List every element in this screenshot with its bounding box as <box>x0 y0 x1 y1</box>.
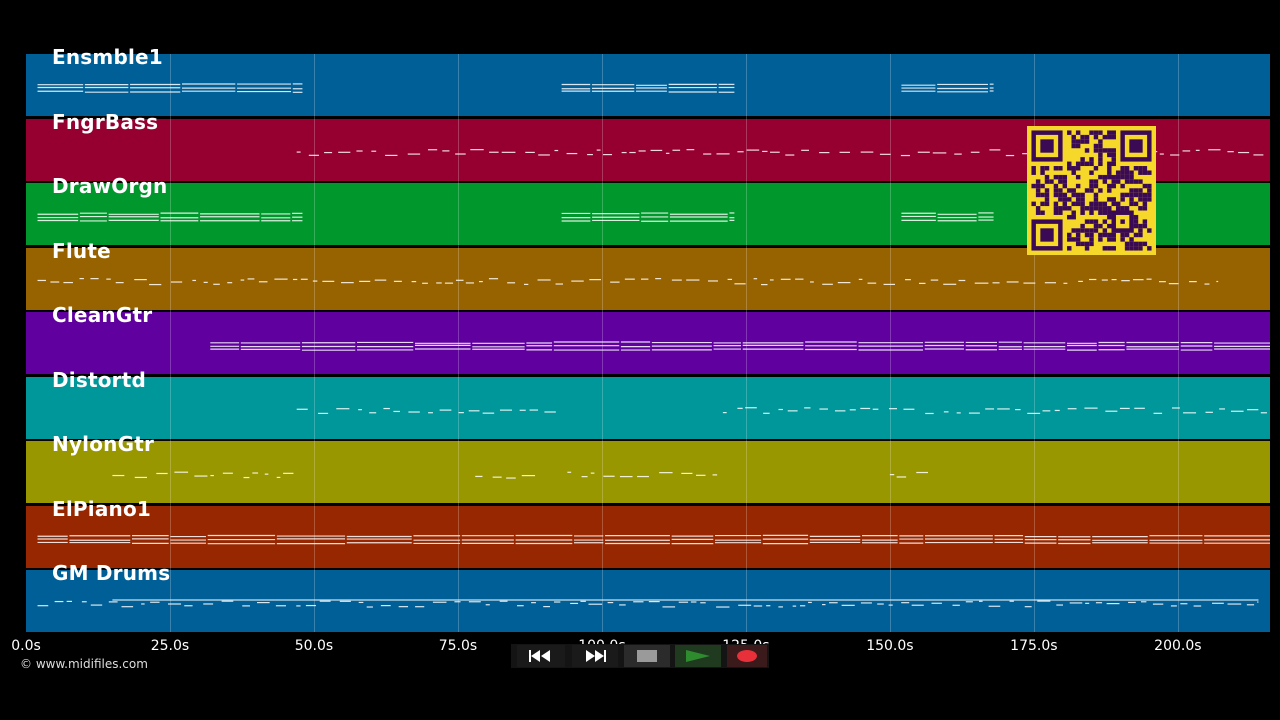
note-segment <box>37 534 1270 545</box>
track-lane-flute: Flute <box>26 239 1270 310</box>
axis-tick-label: 175.0s <box>1010 638 1058 654</box>
stop-button[interactable] <box>624 645 670 667</box>
note-segment <box>475 474 536 479</box>
track-lane-nylongtr: NylonGtr <box>26 432 1270 503</box>
stop-icon <box>637 650 657 662</box>
axis-tick-label: 50.0s <box>294 638 334 654</box>
note-segment <box>561 83 735 93</box>
track-lane-gm-drums: GM Drums <box>26 561 1270 632</box>
fast-forward-button[interactable] <box>572 645 618 667</box>
qr-code <box>1027 126 1156 255</box>
note-segment <box>37 212 303 222</box>
note-segment <box>37 599 1259 608</box>
axis-tick-label: 150.0s <box>866 638 914 654</box>
record-button[interactable] <box>727 645 767 667</box>
track-label: Distortd <box>52 367 147 392</box>
note-segment <box>37 83 303 93</box>
note-segment <box>722 407 1267 415</box>
track-label: ElPiano1 <box>52 496 152 521</box>
transport-controls <box>511 644 769 668</box>
track-label: CleanGtr <box>52 303 153 327</box>
note-segment <box>210 341 1270 351</box>
fast-forward-icon <box>586 650 606 662</box>
track-label: DrawOrgn <box>52 174 168 198</box>
note-layer <box>37 83 1270 608</box>
track-label: Ensmble1 <box>52 45 163 69</box>
copyright-text: © www.midifiles.com <box>20 657 148 671</box>
axis-tick-label: 0.0s <box>11 638 41 654</box>
track-label: NylonGtr <box>52 432 155 456</box>
note-segment <box>901 212 994 222</box>
axis-tick-label: 25.0s <box>150 638 190 654</box>
track-label: FngrBass <box>52 109 159 134</box>
note-segment <box>901 83 994 93</box>
piano-roll: Ensmble1 FngrBass DrawOrgn Flute CleanGtr Dis… <box>26 45 1270 632</box>
track-label: GM Drums <box>52 561 171 585</box>
record-icon <box>737 650 757 662</box>
note-segment <box>561 212 735 222</box>
track-label: Flute <box>52 238 111 263</box>
note-segment <box>567 471 718 478</box>
track-lane-distortd: Distortd <box>26 368 1270 439</box>
rewind-icon <box>529 650 550 662</box>
rewind-button[interactable] <box>517 645 565 667</box>
play-button[interactable] <box>675 645 721 667</box>
qr-code-icon <box>1031 130 1152 251</box>
axis-tick-label: 75.0s <box>438 638 478 654</box>
note-segment <box>37 278 1219 286</box>
note-segment <box>296 407 556 415</box>
note-segment <box>112 471 294 479</box>
play-icon <box>686 650 710 662</box>
note-segment <box>889 471 929 478</box>
axis-tick-label: 200.0s <box>1154 638 1202 654</box>
